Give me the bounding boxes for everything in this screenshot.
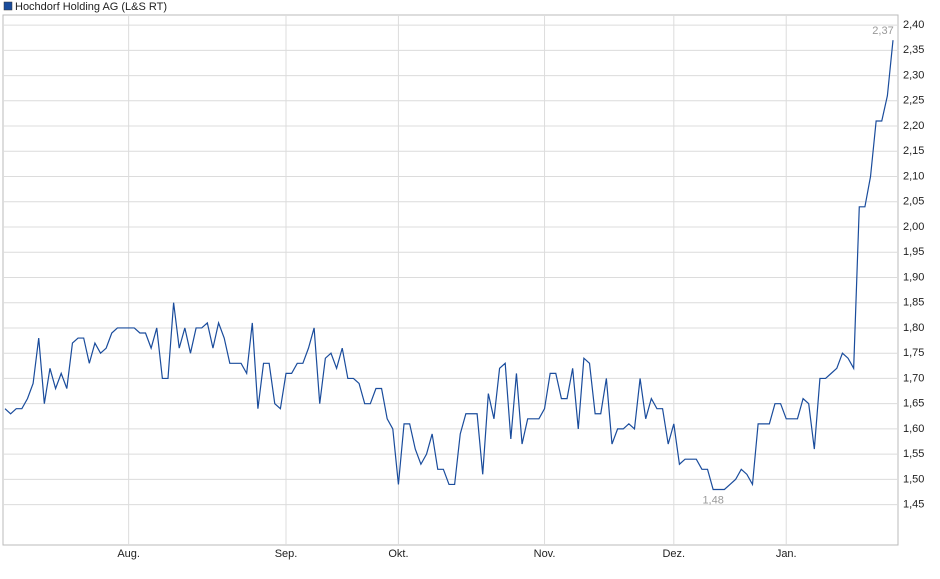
x-tick-label: Nov. [534, 548, 556, 560]
legend-swatch [3, 1, 13, 11]
y-tick-label: 2,30 [903, 69, 924, 81]
y-tick-label: 2,40 [903, 19, 924, 31]
y-tick-label: 2,25 [903, 95, 924, 107]
plot-area [2, 14, 899, 546]
y-tick-label: 1,85 [903, 297, 924, 309]
value-label: 1,48 [702, 494, 723, 506]
value-label: 2,37 [872, 25, 893, 37]
y-tick-label: 1,55 [903, 448, 924, 460]
y-tick-label: 1,95 [903, 246, 924, 258]
y-tick-label: 1,60 [903, 423, 924, 435]
price-line [4, 40, 894, 491]
x-tick-label: Jan. [776, 548, 797, 560]
y-tick-label: 2,05 [903, 196, 924, 208]
y-tick-label: 1,45 [903, 499, 924, 511]
x-tick-label: Sep. [275, 548, 298, 560]
y-tick-label: 2,20 [903, 120, 924, 132]
legend-label: Hochdorf Holding AG (L&S RT) [15, 1, 167, 13]
y-tick-label: 1,70 [903, 372, 924, 384]
x-tick-label: Okt. [388, 548, 408, 560]
x-tick-label: Dez. [662, 548, 685, 560]
y-tick-label: 2,10 [903, 170, 924, 182]
y-tick-label: 1,65 [903, 398, 924, 410]
y-tick-label: 1,75 [903, 347, 924, 359]
y-tick-label: 2,35 [903, 44, 924, 56]
y-tick-label: 2,15 [903, 145, 924, 157]
y-tick-label: 1,50 [903, 473, 924, 485]
y-tick-label: 1,80 [903, 322, 924, 334]
x-tick-label: Aug. [117, 548, 140, 560]
y-tick-label: 2,00 [903, 221, 924, 233]
y-tick-label: 1,90 [903, 271, 924, 283]
